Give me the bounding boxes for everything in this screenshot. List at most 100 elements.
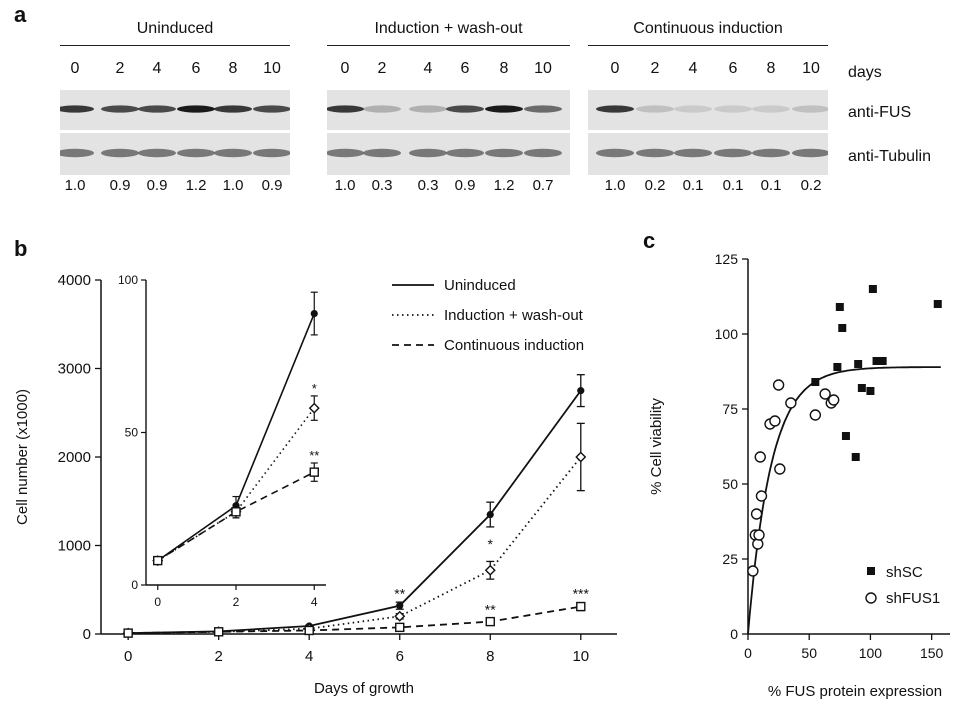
blot-day-label: 2 — [377, 60, 387, 77]
fus-band — [792, 105, 828, 113]
inset-data-point — [310, 309, 318, 318]
tubulin-band — [674, 148, 712, 158]
fus-blot-strip — [60, 90, 290, 130]
data-point-shfus1 — [753, 529, 765, 541]
blot-day-label: 2 — [115, 60, 125, 77]
y-tick-label: 2000 — [58, 449, 91, 466]
data-point-shfus1 — [769, 415, 781, 427]
tubulin-band — [524, 148, 562, 158]
anti-fus-label: anti-FUS — [848, 104, 912, 121]
tubulin-blot-strip — [588, 133, 828, 175]
blot-day-label: 4 — [152, 60, 162, 77]
panel-b-letter: b — [14, 236, 28, 261]
y-tick-label: 75 — [722, 401, 738, 417]
significance-mark: *** — [573, 586, 590, 602]
tubulin-band — [177, 148, 215, 158]
fus-band — [177, 105, 215, 113]
significance-mark: ** — [485, 602, 496, 618]
y-tick-label: 4000 — [58, 272, 91, 289]
y-tick-label: 25 — [722, 551, 738, 567]
inset-x-tick-label: 4 — [311, 595, 318, 609]
fus-blot-strip — [327, 90, 570, 130]
fus-band — [752, 105, 790, 113]
data-point — [577, 387, 585, 395]
blot-quant-value: 0.9 — [109, 177, 131, 194]
data-point-shsc — [868, 285, 877, 293]
blot-quant-value: 1.0 — [64, 177, 86, 194]
blot-group-title: Continuous induction — [633, 20, 783, 37]
data-point — [575, 451, 587, 463]
inset-y-tick-label: 0 — [131, 578, 138, 592]
data-point-shsc — [872, 357, 881, 365]
blot-group-title: Induction + wash-out — [374, 20, 523, 37]
data-point-shsc — [857, 384, 866, 392]
x-tick-label: 100 — [859, 645, 883, 661]
tubulin-band — [752, 148, 790, 158]
blot-day-label: 6 — [728, 60, 738, 77]
fus-band — [636, 105, 674, 113]
significance-mark: * — [488, 536, 494, 552]
y-tick-label: 125 — [715, 251, 739, 267]
data-point — [395, 622, 405, 633]
data-point-shfus1 — [772, 379, 785, 391]
data-point-shsc — [851, 453, 860, 461]
x-tick-label: 0 — [124, 648, 132, 665]
legend-label: shSC — [886, 564, 923, 581]
tubulin-band — [636, 148, 674, 158]
fus-band — [674, 105, 712, 113]
fus-band — [596, 105, 634, 113]
panel-c-letter: c — [643, 228, 656, 253]
blot-quant-value: 0.2 — [800, 177, 822, 194]
blot-group-underline — [327, 45, 570, 46]
blot-day-label: 2 — [650, 60, 660, 77]
inset-series-line — [157, 471, 315, 562]
tubulin-band — [446, 148, 484, 158]
inset-y-tick-label: 100 — [118, 273, 138, 287]
inset-data-point — [309, 467, 319, 477]
tubulin-band — [101, 148, 139, 158]
tubulin-band — [138, 148, 176, 158]
y-axis-label: Cell number (x1000) — [14, 389, 31, 525]
inset-data-point — [231, 507, 241, 517]
y-tick-label: 0 — [83, 626, 91, 643]
blot-quant-value: 0.3 — [417, 177, 439, 194]
blot-quant-value: 1.0 — [604, 177, 626, 194]
blot-quant-value: 1.0 — [334, 177, 356, 194]
fus-band — [60, 105, 94, 113]
blot-quant-value: 1.2 — [185, 177, 207, 194]
blot-quant-value: 1.0 — [222, 177, 244, 194]
data-point-shfus1 — [819, 388, 831, 400]
blot-day-label: 10 — [263, 60, 281, 77]
tubulin-band — [253, 148, 290, 158]
data-point — [484, 564, 496, 576]
blot-quant-value: 0.1 — [722, 177, 744, 194]
x-tick-label: 6 — [396, 648, 404, 665]
legend-marker-shfus1 — [865, 592, 877, 604]
fus-band — [214, 105, 252, 113]
data-point-shsc — [866, 387, 875, 395]
tubulin-band — [792, 148, 828, 158]
data-point — [486, 510, 494, 519]
data-point — [123, 628, 133, 638]
y-tick-label: 0 — [730, 626, 738, 642]
data-point-shsc — [838, 324, 847, 332]
blot-day-label: 0 — [610, 60, 620, 77]
blot-group-title: Uninduced — [136, 20, 214, 37]
data-point-shfus1 — [755, 490, 768, 502]
blot-day-label: 8 — [228, 60, 238, 77]
blot-quant-value: 1.2 — [493, 177, 515, 194]
data-point-shsc — [854, 360, 863, 368]
tubulin-blot-strip — [60, 133, 290, 175]
y-tick-label: 50 — [722, 476, 738, 492]
inset-series-line — [157, 407, 315, 562]
fus-band — [714, 105, 752, 113]
x-axis-label: % FUS protein expression — [768, 683, 942, 700]
series-line — [128, 390, 582, 635]
inset-y-tick-label: 50 — [125, 426, 139, 440]
blot-day-label: 4 — [423, 60, 433, 77]
blot-quant-value: 0.9 — [146, 177, 168, 194]
tubulin-band — [409, 148, 447, 158]
x-tick-label: 150 — [920, 645, 944, 661]
panel-c-viability-chart: 0 25 50 75 100 125 0 50 100 150 % FUS protein expr… — [650, 251, 950, 700]
y-tick-label: 100 — [715, 326, 739, 342]
